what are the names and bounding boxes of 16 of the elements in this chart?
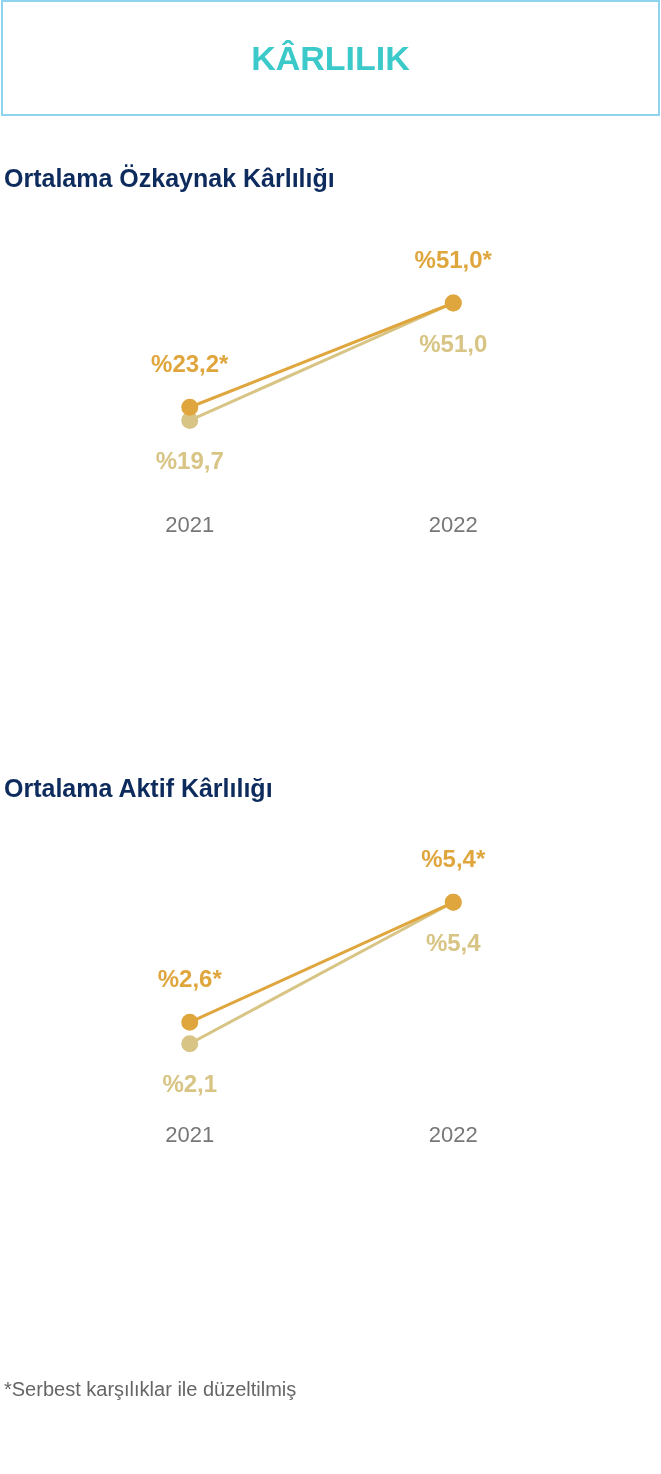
data-label: %2,1 bbox=[162, 1070, 218, 1098]
data-label: %5,4* bbox=[421, 844, 486, 872]
x-tick-label: 2021 bbox=[165, 1122, 215, 1148]
data-label: %51,0* bbox=[414, 245, 493, 273]
x-tick-label: 2021 bbox=[165, 512, 215, 538]
data-label: %23,2* bbox=[151, 349, 230, 377]
text: *Serbest karşılıklar ile düzeltilmiş bbox=[4, 1378, 298, 1401]
x-tick-label: 2022 bbox=[428, 512, 478, 538]
data-label: %5,4 bbox=[425, 928, 482, 956]
data-label: %19,7 bbox=[155, 447, 224, 474]
chart-title: KÂRLILIK bbox=[1, 0, 660, 116]
chart-subtitle: Ortalama Özkaynak Kârlılığı bbox=[4, 163, 336, 194]
x-tick-label: 2022 bbox=[428, 1122, 478, 1148]
chart-subtitle: Ortalama Aktif Kârlılığı bbox=[4, 773, 274, 804]
data-label: %51,0 bbox=[419, 329, 488, 357]
data-label: %2,6* bbox=[157, 964, 223, 992]
